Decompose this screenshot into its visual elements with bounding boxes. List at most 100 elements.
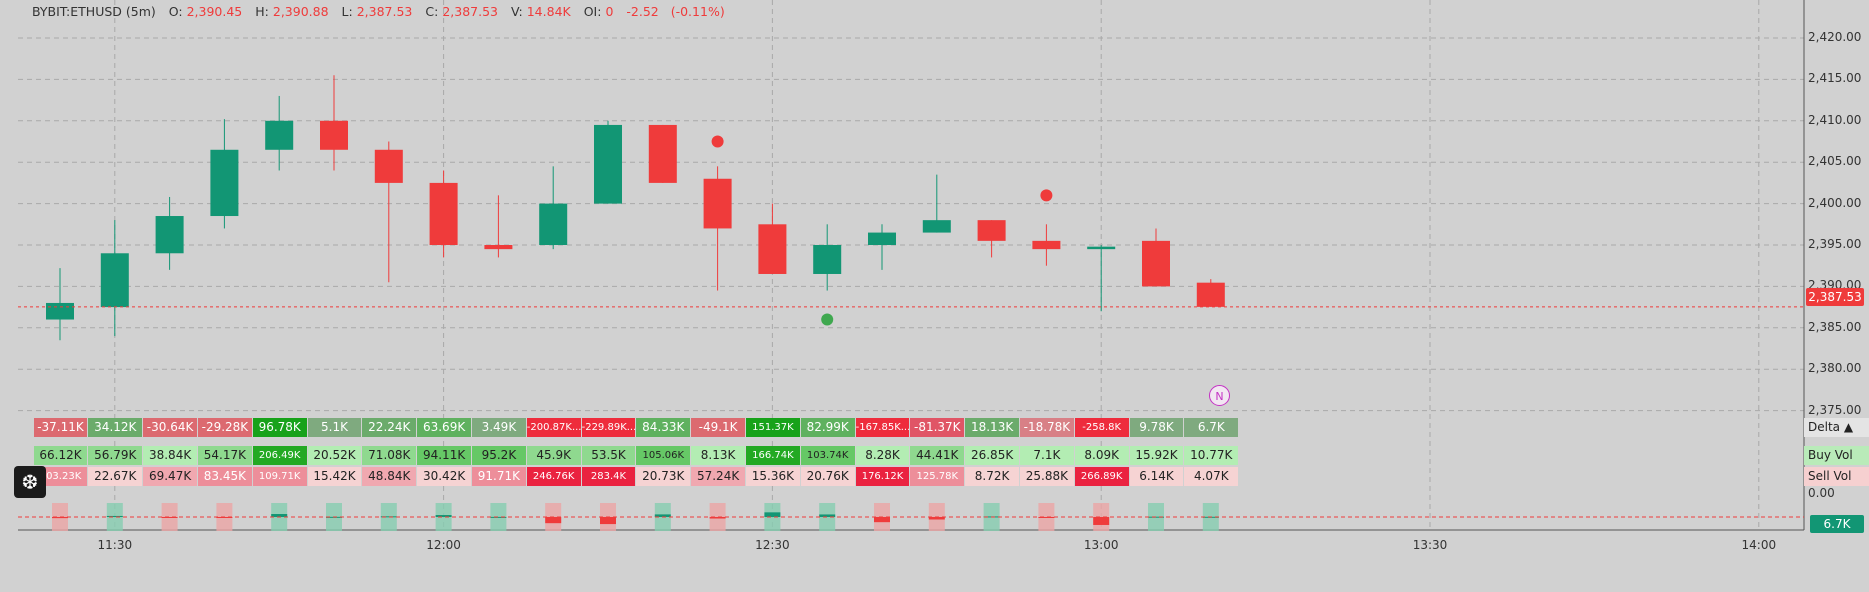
delta-bar (654, 514, 671, 517)
candle-body (1087, 246, 1116, 250)
buy-vol-cell: 56.79K (88, 446, 143, 465)
delta-bar (764, 512, 781, 517)
candle-body (155, 216, 184, 254)
oi-value: 0 (605, 4, 614, 19)
buy-vol-cell: 15.92K (1129, 446, 1184, 465)
candles (46, 75, 1225, 341)
sell-vol-cell: 176.12K (855, 467, 910, 486)
symbol-label[interactable]: BYBIT:ETHUSD (5m) (32, 4, 156, 19)
time-tick-label: 13:00 (1083, 538, 1119, 552)
buy-vol-cell: 166.74K (746, 446, 800, 465)
delta-bar (52, 517, 68, 519)
buy-vol-cell: 10.77K (1184, 446, 1239, 465)
news-badge-icon[interactable]: N (1209, 385, 1230, 406)
delta-cell: -49.1K (691, 418, 745, 437)
candle (813, 224, 842, 291)
price-tick-label: 2,385.00 (1808, 319, 1862, 334)
close-label: C: (425, 4, 439, 19)
signal-dot (711, 135, 724, 148)
buy-vol-cell: 7.1K (1020, 446, 1074, 465)
delta-cell: -229.89K... (581, 418, 636, 437)
delta-cell: 34.12K (88, 418, 143, 437)
delta-cell: 151.37K (746, 418, 800, 437)
sell-vol-cell: 30.42K (417, 467, 471, 486)
delta-bar (271, 514, 288, 517)
buy-vol-cell: 206.49K (252, 446, 307, 465)
delta-cell: -37.11K (33, 418, 88, 437)
delta-cell: 22.24K (362, 418, 417, 437)
sell-vol-cell: 8.72K (965, 467, 1019, 486)
sell-vol-cell: 22.67K (88, 467, 143, 486)
buy-vol-cell: 94.11K (417, 446, 471, 465)
signal-dot (821, 313, 834, 326)
sell-vol-cell: 25.88K (1020, 467, 1074, 486)
time-tick-label: 13:30 (1412, 538, 1448, 552)
candle-body (265, 120, 294, 150)
candle-body (813, 245, 842, 274)
price-tick-label: 2,415.00 (1808, 71, 1862, 86)
candle-body (539, 203, 568, 245)
candle-body (100, 253, 129, 308)
candle (1196, 279, 1225, 307)
buy-vol-cell: 26.85K (965, 446, 1019, 465)
price-tick-label: 2,410.00 (1808, 112, 1862, 127)
candle (46, 268, 74, 341)
delta-cell: 18.13K (965, 418, 1019, 437)
delta-cell: 63.69K (417, 418, 471, 437)
close-value: 2,387.53 (442, 4, 498, 19)
delta-bar (1093, 517, 1110, 525)
buy-vol-cell: 95.2K (472, 446, 526, 465)
sell-vol-cell: 246.76K (526, 467, 581, 486)
delta-cell: -18.78K (1020, 418, 1074, 437)
buy-vol-cell: 20.52K (307, 446, 362, 465)
delta-bar (600, 517, 616, 525)
price-tick-label: 2,405.00 (1808, 154, 1862, 169)
sell-vol-cell: 20.73K (636, 467, 691, 486)
change-percent: (-0.11%) (670, 4, 725, 19)
candle (1142, 228, 1170, 287)
delta-cell: -258.8K (1074, 418, 1129, 437)
buy-vol-cell: 53.5K (581, 446, 636, 465)
tradingview-logo-icon[interactable]: ❆ (14, 466, 46, 498)
candle-body (374, 149, 403, 183)
delta-cell: 9.78K (1129, 418, 1184, 437)
candle-body (320, 120, 348, 150)
buy-vol-cell: 8.09K (1074, 446, 1129, 465)
buy-vol-cell: 8.13K (691, 446, 745, 465)
buy-vol-cell: 38.84K (143, 446, 197, 465)
price-tick-label: 2,395.00 (1808, 237, 1862, 251)
candle (1032, 224, 1061, 266)
candle-body (1142, 240, 1170, 287)
candle (594, 120, 622, 204)
candle-body (1032, 240, 1061, 250)
delta-cell: 6.7K (1184, 418, 1239, 437)
sell-vol-cell: 57.24K (691, 467, 745, 486)
candle-body (868, 232, 896, 245)
candle (265, 95, 294, 171)
delta-cell: -81.37K (910, 418, 965, 437)
delta-cell: 5.1K (307, 418, 362, 437)
volume-label: V: (510, 4, 523, 19)
price-tick-label: 2,420.00 (1808, 30, 1862, 44)
delta-bar (1038, 517, 1055, 518)
sell-vol-cell: 6.14K (1129, 467, 1184, 486)
signal-dot (1040, 189, 1053, 202)
candle (155, 196, 184, 270)
candle (484, 195, 513, 258)
oi-label: OI: (583, 4, 602, 19)
delta-cell: -30.64K (143, 418, 197, 437)
delta-bar (545, 517, 562, 524)
candle (539, 166, 568, 250)
volume-value: 14.84K (526, 4, 571, 19)
buy-vol-cell: 71.08K (362, 446, 417, 465)
delta-bar (874, 517, 890, 523)
sell-vol-cell: 266.89K (1074, 467, 1129, 486)
delta-zero-label: 0.00 (1808, 486, 1835, 500)
legend-ohlc: BYBIT:ETHUSD (5m) O: 2,390.45 H: 2,390.88 … (32, 4, 725, 19)
delta-row-label[interactable]: Delta ▲ (1804, 418, 1869, 437)
sell-vol-cell: 91.71K (472, 467, 526, 486)
candle (977, 220, 1006, 258)
sell-vol-cell: 15.42K (307, 467, 362, 486)
buy-vol-cell: 44.41K (910, 446, 965, 465)
